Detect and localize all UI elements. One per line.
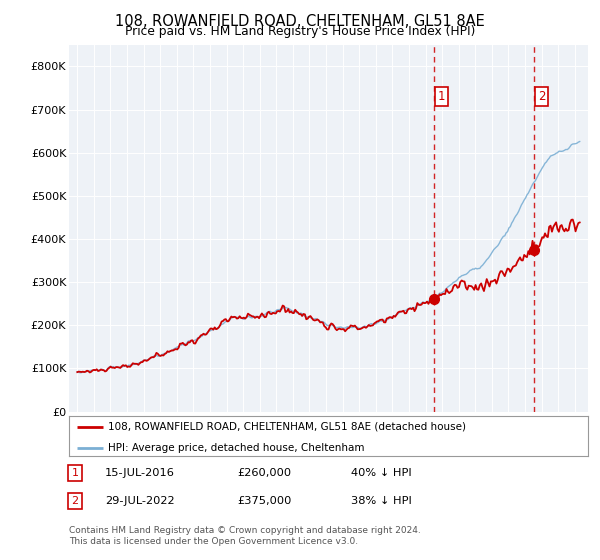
Text: HPI: Average price, detached house, Cheltenham: HPI: Average price, detached house, Chel… [108, 442, 364, 452]
Text: 108, ROWANFIELD ROAD, CHELTENHAM, GL51 8AE (detached house): 108, ROWANFIELD ROAD, CHELTENHAM, GL51 8… [108, 422, 466, 432]
Text: 1: 1 [71, 468, 79, 478]
Text: 2: 2 [538, 90, 545, 103]
Text: 15-JUL-2016: 15-JUL-2016 [105, 468, 175, 478]
Text: 2: 2 [71, 496, 79, 506]
Text: Contains HM Land Registry data © Crown copyright and database right 2024.
This d: Contains HM Land Registry data © Crown c… [69, 526, 421, 545]
Text: 29-JUL-2022: 29-JUL-2022 [105, 496, 175, 506]
Text: 1: 1 [438, 90, 445, 103]
Text: 38% ↓ HPI: 38% ↓ HPI [351, 496, 412, 506]
Text: 108, ROWANFIELD ROAD, CHELTENHAM, GL51 8AE: 108, ROWANFIELD ROAD, CHELTENHAM, GL51 8… [115, 14, 485, 29]
Text: £260,000: £260,000 [237, 468, 291, 478]
Text: 40% ↓ HPI: 40% ↓ HPI [351, 468, 412, 478]
Text: Price paid vs. HM Land Registry's House Price Index (HPI): Price paid vs. HM Land Registry's House … [125, 25, 475, 38]
Text: £375,000: £375,000 [237, 496, 292, 506]
